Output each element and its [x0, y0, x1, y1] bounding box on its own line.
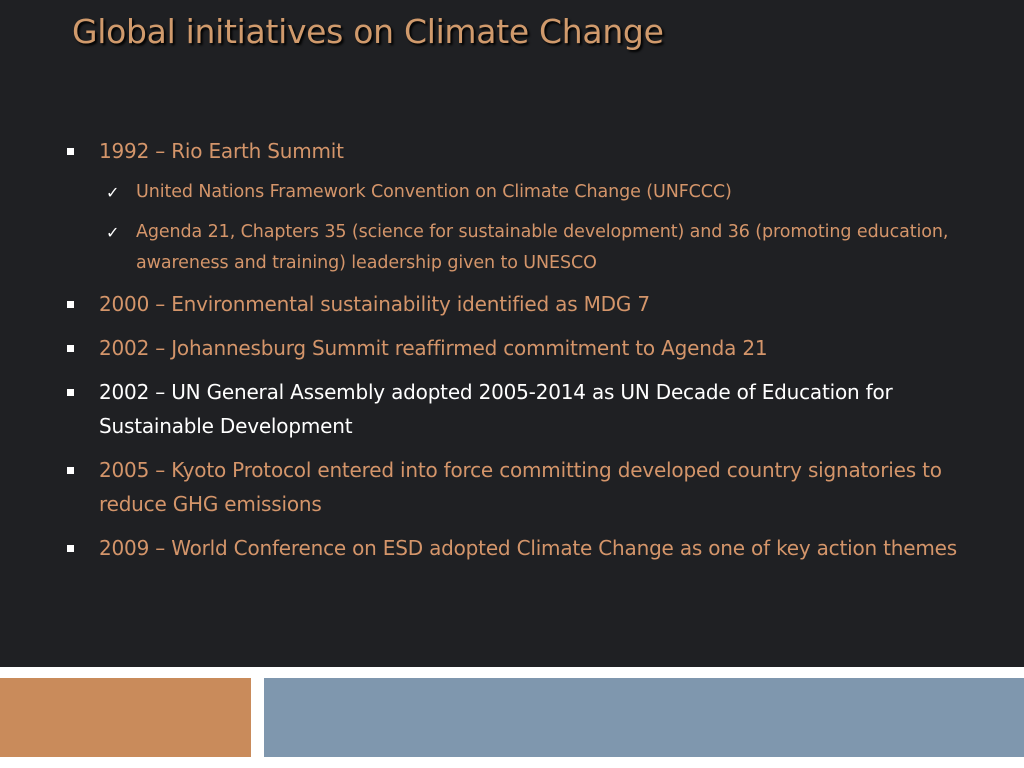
footer-orange-bar — [0, 678, 251, 757]
bullet-item-2005: 2005 – Kyoto Protocol entered into force… — [60, 453, 990, 521]
checkmark-icon: ✓ — [106, 183, 120, 202]
slide-content-area: Global initiatives on Climate Change 199… — [0, 0, 1024, 667]
square-bullet-icon — [67, 148, 74, 155]
sub-item-text: Agenda 21, Chapters 35 (science for sust… — [136, 222, 949, 273]
bullet-item-1992: 1992 – Rio Earth Summit ✓ United Nations… — [60, 134, 990, 279]
sub-item-agenda-21: ✓ Agenda 21, Chapters 35 (science for su… — [99, 217, 990, 279]
bullet-text: 2002 – UN General Assembly adopted 2005-… — [99, 380, 893, 438]
square-bullet-icon — [67, 301, 74, 308]
bullet-list: 1992 – Rio Earth Summit ✓ United Nations… — [60, 134, 990, 575]
bullet-text: 1992 – Rio Earth Summit — [99, 139, 344, 163]
checkmark-icon: ✓ — [106, 223, 120, 242]
sub-item-text: United Nations Framework Convention on C… — [136, 182, 732, 202]
bullet-text: 2005 – Kyoto Protocol entered into force… — [99, 458, 942, 516]
bullet-text: 2002 – Johannesburg Summit reaffirmed co… — [99, 336, 768, 360]
bullet-item-2002-johannesburg: 2002 – Johannesburg Summit reaffirmed co… — [60, 331, 990, 365]
bullet-text: 2009 – World Conference on ESD adopted C… — [99, 536, 957, 560]
square-bullet-icon — [67, 545, 74, 552]
footer-blue-bar — [264, 678, 1024, 757]
slide-title: Global initiatives on Climate Change — [72, 12, 664, 51]
square-bullet-icon — [67, 389, 74, 396]
sub-bullet-list: ✓ United Nations Framework Convention on… — [99, 177, 990, 279]
sub-item-unfccc: ✓ United Nations Framework Convention on… — [99, 177, 990, 208]
bullet-item-2002-un-decade: 2002 – UN General Assembly adopted 2005-… — [60, 375, 990, 443]
bullet-item-2000: 2000 – Environmental sustainability iden… — [60, 287, 990, 321]
bullet-text: 2000 – Environmental sustainability iden… — [99, 292, 650, 316]
square-bullet-icon — [67, 467, 74, 474]
square-bullet-icon — [67, 345, 74, 352]
bullet-item-2009: 2009 – World Conference on ESD adopted C… — [60, 531, 990, 565]
